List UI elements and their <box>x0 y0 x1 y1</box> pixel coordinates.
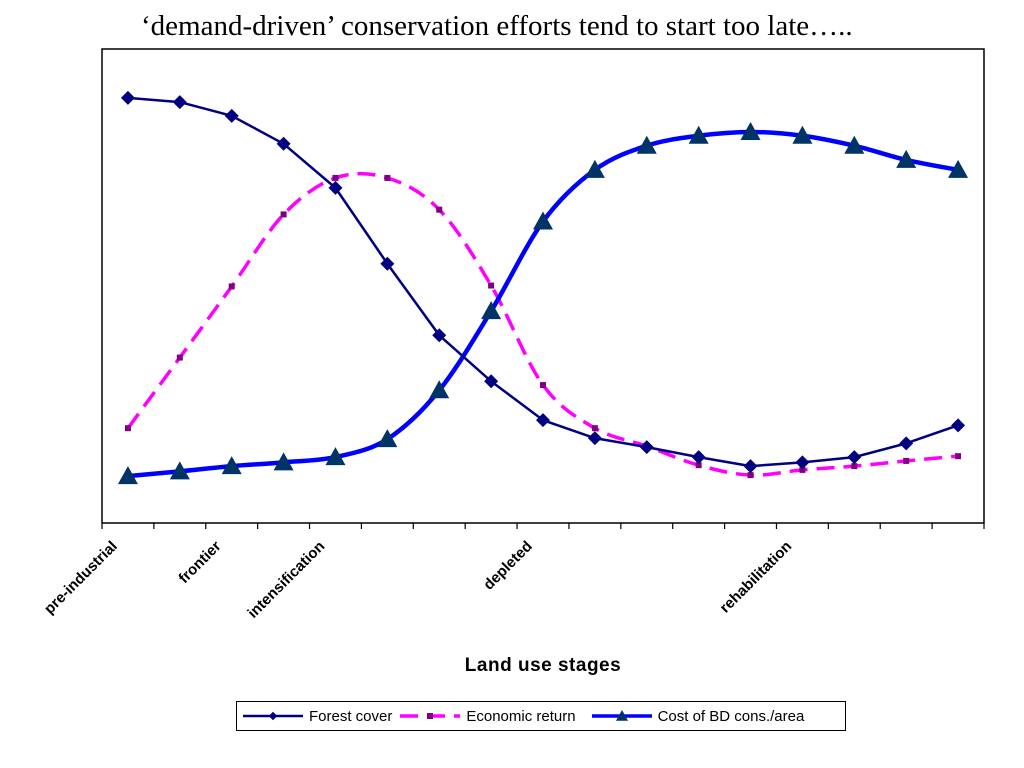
data-point <box>120 90 135 105</box>
data-point <box>429 380 450 399</box>
legend: Forest cover Economic return Cost of BD co… <box>236 701 846 731</box>
data-point <box>224 108 239 123</box>
legend-swatch <box>591 710 652 721</box>
data-point <box>584 159 605 178</box>
data-point <box>691 450 706 465</box>
data-point <box>903 457 910 464</box>
data-point <box>436 206 443 213</box>
series-layer <box>117 90 969 485</box>
x-tick-labels: pre-industrial frontier intensification dep… <box>41 538 795 622</box>
data-point <box>117 466 138 485</box>
legend-label: Economic return <box>466 707 576 725</box>
data-point <box>124 425 131 432</box>
data-point <box>325 447 346 466</box>
data-point <box>276 136 291 151</box>
data-point <box>384 174 391 181</box>
data-point <box>951 418 966 433</box>
x-tick-label: frontier <box>175 538 224 587</box>
legend-item: Economic return <box>398 708 585 725</box>
data-point <box>955 453 962 460</box>
legend-marker <box>268 711 278 721</box>
x-tick-label: depleted <box>480 538 536 594</box>
data-point <box>221 456 242 475</box>
data-point <box>688 125 709 144</box>
data-point <box>743 459 758 474</box>
x-tick-label: pre-industrial <box>41 538 121 618</box>
data-point <box>899 436 914 451</box>
data-point <box>844 135 865 154</box>
data-point <box>332 174 339 181</box>
data-point <box>847 450 862 465</box>
data-point <box>896 149 917 168</box>
chart-title: ‘demand-driven’ conservation efforts ten… <box>141 10 853 42</box>
data-point <box>591 425 598 432</box>
data-point <box>740 121 761 140</box>
legend-swatch <box>400 713 461 719</box>
data-point <box>273 452 294 471</box>
data-point <box>280 211 287 218</box>
data-point <box>169 461 190 480</box>
data-point <box>695 462 702 469</box>
x-tick-label: rehabilitation <box>717 538 796 617</box>
data-point <box>795 455 810 470</box>
legend-marker <box>615 710 628 721</box>
data-point <box>432 328 447 343</box>
data-point <box>747 472 754 479</box>
plot-area <box>101 48 985 524</box>
data-point <box>481 301 502 320</box>
data-point <box>328 180 343 195</box>
data-point <box>636 135 657 154</box>
legend-label: Cost of BD cons./area <box>657 707 805 725</box>
data-point <box>948 159 969 178</box>
data-point <box>172 95 187 110</box>
data-point <box>792 125 813 144</box>
data-point <box>536 413 550 428</box>
data-point <box>639 440 654 455</box>
data-point <box>851 463 858 470</box>
legend-marker <box>427 713 434 719</box>
x-axis <box>101 523 985 529</box>
series-line <box>127 96 959 468</box>
data-point <box>799 466 806 473</box>
data-point <box>488 282 495 289</box>
legend-item: Cost of BD cons./area <box>590 708 807 725</box>
x-axis-title: Land use stages <box>465 655 621 676</box>
data-point <box>587 431 602 446</box>
legend-label: Forest cover <box>309 707 393 725</box>
series-forest-cover <box>120 90 966 474</box>
series-cost-of-bd-cons-area <box>117 121 969 485</box>
data-point <box>533 211 553 230</box>
x-tick-label: intensification <box>244 538 328 622</box>
data-point <box>484 374 499 389</box>
data-point <box>540 382 546 389</box>
series-line <box>127 129 959 479</box>
data-point <box>176 354 183 361</box>
legend-swatch <box>243 711 303 721</box>
data-point <box>380 256 395 271</box>
data-point <box>228 283 235 290</box>
legend-item: Forest cover <box>241 708 394 725</box>
data-point <box>377 429 398 448</box>
